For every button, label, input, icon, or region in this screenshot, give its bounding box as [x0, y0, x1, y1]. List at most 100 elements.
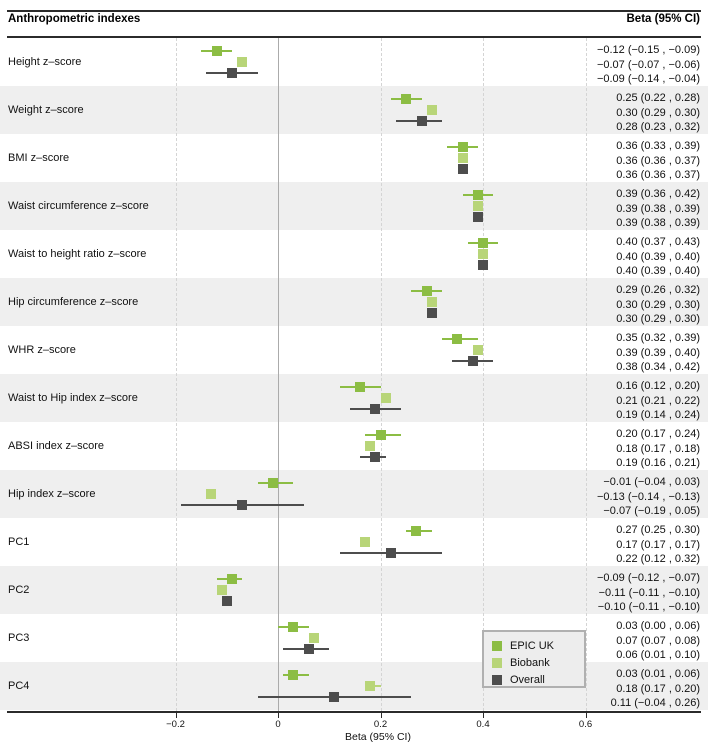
estimate-text: 0.19 (0.16 , 0.21)	[616, 457, 700, 469]
epic-uk-swatch-icon	[492, 641, 502, 651]
estimate-marker	[226, 67, 237, 78]
x-axis-title: Beta (95% CI)	[345, 731, 411, 743]
estimate-marker	[457, 163, 468, 174]
overall-swatch-icon	[492, 675, 502, 685]
forest-row-band	[0, 614, 708, 662]
legend-label: Biobank	[510, 657, 550, 669]
estimate-marker	[478, 237, 488, 248]
x-tick-label: 0.6	[578, 719, 593, 730]
forest-row-band	[0, 326, 708, 374]
row-label: WHR z–score	[8, 344, 76, 356]
estimate-marker	[380, 392, 391, 403]
estimate-text: −0.12 (−0.15 , −0.09)	[596, 44, 700, 56]
estimate-marker	[478, 248, 488, 259]
estimate-text: 0.27 (0.25 , 0.30)	[616, 524, 700, 536]
estimate-text: 0.39 (0.38 , 0.39)	[616, 202, 700, 215]
row-label: BMI z–score	[8, 152, 70, 164]
estimate-text: 0.35 (0.32 , 0.39)	[616, 332, 700, 344]
row-label: Weight z–score	[8, 104, 84, 116]
estimate-text: 0.03 (0.01 , 0.06)	[616, 668, 700, 680]
estimate-marker	[370, 451, 381, 462]
estimate-text: −0.07 (−0.19 , 0.05)	[603, 505, 700, 517]
estimate-text: 0.39 (0.39 , 0.40)	[616, 346, 700, 359]
x-tick-label: 0	[275, 719, 281, 730]
estimate-marker	[329, 691, 340, 702]
estimate-text: 0.17 (0.17 , 0.17)	[616, 538, 700, 551]
estimate-marker	[472, 211, 483, 222]
estimate-text: 0.40 (0.37 , 0.43)	[616, 236, 700, 248]
estimate-marker	[211, 45, 222, 56]
forest-row-band	[0, 86, 708, 134]
estimate-marker	[426, 104, 437, 115]
legend: EPIC UK Biobank Overall	[482, 630, 586, 688]
estimate-text: 0.36 (0.33 , 0.39)	[616, 140, 700, 152]
estimate-marker	[303, 643, 314, 654]
estimate-text: −0.13 (−0.14 , −0.13)	[596, 490, 700, 503]
estimate-text: 0.40 (0.39 , 0.40)	[616, 250, 700, 263]
forest-row-band	[0, 470, 708, 518]
estimate-text: −0.09 (−0.14 , −0.04)	[596, 73, 700, 85]
estimate-marker	[416, 115, 427, 126]
x-axis-line	[7, 711, 701, 713]
estimate-marker	[216, 584, 227, 595]
estimate-marker	[355, 381, 365, 392]
estimate-marker	[411, 525, 422, 536]
header-rule	[7, 36, 701, 38]
estimate-text: 0.38 (0.34 , 0.42)	[616, 361, 700, 373]
estimate-text: −0.09 (−0.12 , −0.07)	[596, 572, 700, 584]
estimate-marker	[226, 573, 237, 584]
estimate-marker	[457, 152, 468, 163]
estimate-text: 0.16 (0.12 , 0.20)	[616, 380, 700, 392]
x-tick	[278, 713, 279, 718]
x-tick	[175, 713, 177, 718]
top-rule	[7, 10, 701, 12]
estimate-marker	[365, 680, 376, 691]
estimate-text: 0.36 (0.36 , 0.37)	[616, 154, 700, 167]
row-label: Waist to Hip index z–score	[8, 392, 138, 404]
estimate-text: 0.20 (0.17 , 0.24)	[616, 428, 700, 440]
row-label: Waist circumference z–score	[8, 200, 149, 212]
estimate-marker	[288, 621, 299, 632]
estimate-marker	[221, 595, 232, 606]
estimate-text: 0.39 (0.36 , 0.42)	[616, 188, 700, 200]
row-label: Hip circumference z–score	[8, 296, 139, 308]
forest-row-band	[0, 662, 708, 710]
x-tick-label: 0.4	[476, 719, 490, 730]
column-header-indexes: Anthropometric indexes	[8, 13, 141, 25]
forest-row-band	[0, 278, 708, 326]
row-label: Hip index z–score	[8, 488, 96, 500]
estimate-text: −0.07 (−0.07 , −0.06)	[596, 58, 700, 71]
estimate-text: −0.01 (−0.04 , 0.03)	[603, 476, 700, 488]
estimate-marker	[472, 189, 483, 200]
estimate-marker	[467, 355, 478, 366]
estimate-text: 0.21 (0.21 , 0.22)	[616, 394, 700, 407]
row-label: PC2	[8, 584, 30, 596]
estimate-text: 0.06 (0.01 , 0.10)	[616, 649, 700, 661]
legend-label: EPIC UK	[510, 640, 555, 652]
estimate-marker	[267, 477, 278, 488]
row-label: Waist to height ratio z–score	[8, 248, 147, 260]
row-label: PC3	[8, 632, 30, 644]
forest-row-band	[0, 182, 708, 230]
gridline	[483, 38, 484, 711]
estimate-marker	[472, 344, 483, 355]
row-label: PC4	[8, 680, 30, 692]
gridline	[380, 38, 382, 711]
estimate-text: 0.19 (0.14 , 0.24)	[616, 409, 700, 421]
estimate-marker	[237, 56, 248, 67]
estimate-marker	[426, 296, 437, 307]
gridline	[585, 38, 587, 711]
forest-row-band	[0, 422, 708, 470]
estimate-text: 0.22 (0.12 , 0.32)	[616, 553, 700, 565]
estimate-marker	[472, 200, 483, 211]
forest-row-band	[0, 566, 708, 614]
estimate-text: 0.30 (0.29 , 0.30)	[616, 298, 700, 311]
estimate-marker	[401, 93, 412, 104]
estimate-text: 0.40 (0.39 , 0.40)	[616, 265, 700, 277]
estimate-marker	[288, 669, 299, 680]
forest-row-band	[0, 134, 708, 182]
estimate-marker	[478, 259, 488, 270]
x-tick-label: −0.2	[166, 719, 185, 730]
row-label: Height z–score	[8, 56, 82, 68]
